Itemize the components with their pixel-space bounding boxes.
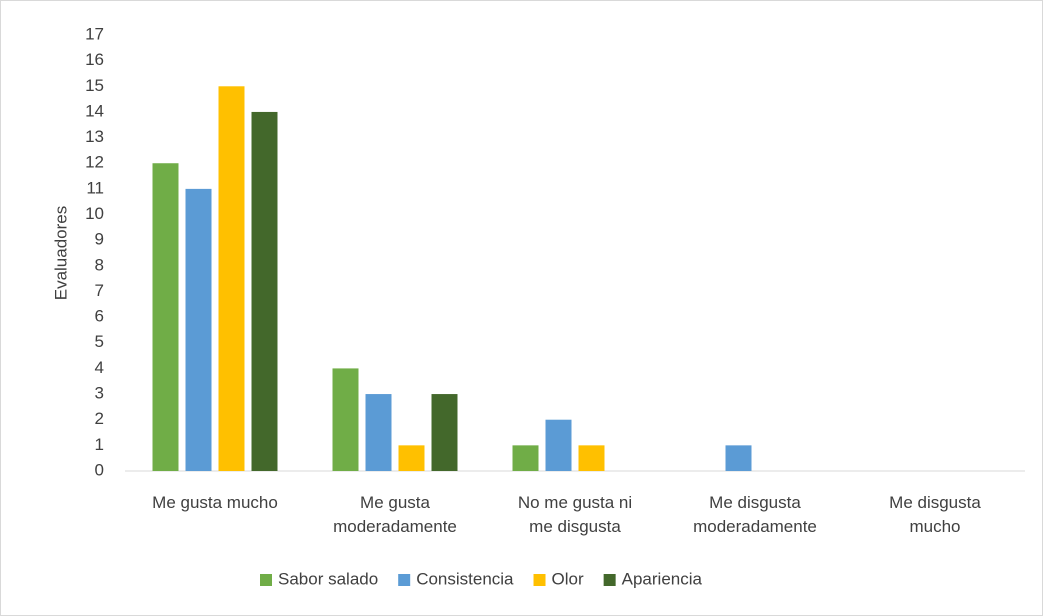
y-tick-label: 13 (85, 127, 104, 146)
y-tick-label: 11 (86, 178, 104, 197)
y-tick-label: 9 (95, 230, 104, 249)
legend-swatch (603, 574, 616, 586)
legend-label: Olor (552, 569, 584, 588)
y-tick-label: 6 (95, 307, 104, 326)
x-tick-label: Me disgusta mucho (889, 493, 981, 536)
bar (251, 111, 278, 472)
y-axis-label: Evaluadores (51, 206, 70, 301)
bar (152, 163, 179, 471)
bar (545, 419, 572, 471)
y-tick-label: 15 (85, 76, 104, 95)
bar (578, 445, 605, 471)
y-tick-label: 1 (95, 435, 104, 454)
bar (332, 368, 359, 471)
y-tick-label: 3 (95, 384, 104, 403)
y-tick-label: 0 (95, 460, 104, 479)
legend-label: Apariencia (622, 569, 703, 588)
legend-label: Consistencia (416, 569, 514, 588)
y-tick-label: 10 (85, 204, 104, 223)
legend-swatch (533, 574, 546, 586)
x-tick-label: Me gusta mucho (152, 493, 278, 512)
y-tick-label: 16 (85, 50, 104, 69)
y-tick-label: 7 (95, 281, 104, 300)
y-tick-label: 2 (95, 409, 104, 428)
y-tick-label: 4 (95, 358, 104, 377)
y-tick-label: 12 (85, 153, 104, 172)
y-tick-label: 8 (95, 255, 104, 274)
bar (185, 188, 212, 471)
y-tick-label: 14 (85, 101, 104, 120)
bar (725, 445, 752, 471)
legend-swatch (398, 574, 411, 586)
y-tick-label: 17 (85, 24, 104, 43)
bar (365, 394, 392, 471)
bar (431, 394, 458, 471)
bar (398, 445, 425, 471)
y-tick-label: 5 (95, 332, 104, 351)
x-tick-label: Me disgusta moderadamente (693, 493, 817, 536)
legend-label: Sabor salado (278, 569, 378, 588)
x-tick-label: No me gusta ni me disgusta (517, 493, 633, 536)
x-tick-label: Me gusta moderadamente (333, 493, 457, 536)
bar (512, 445, 539, 471)
bar (218, 86, 245, 471)
legend-swatch (260, 574, 272, 586)
